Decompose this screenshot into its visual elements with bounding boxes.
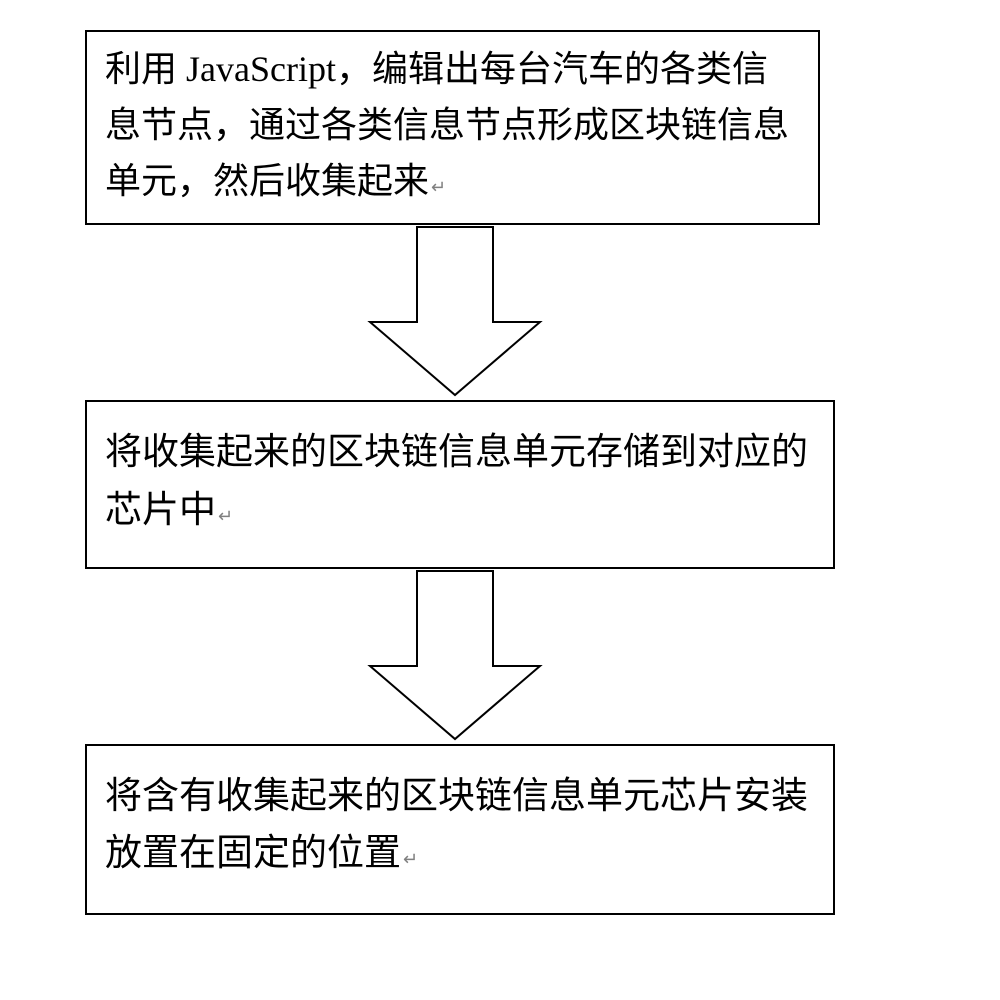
down-arrow-icon <box>365 225 545 400</box>
enter-mark-1: ↵ <box>431 177 446 197</box>
enter-mark-2: ↵ <box>218 506 233 526</box>
step-text-2: 将收集起来的区块链信息单元存储到对应的芯片中 <box>105 432 808 530</box>
flowchart-container: 利用 JavaScript，编辑出每台汽车的各类信息节点，通过各类信息节点形成区… <box>85 30 845 915</box>
step-box-3: 将含有收集起来的区块链信息单元芯片安装放置在固定的位置↵ <box>85 744 835 915</box>
step-box-1: 利用 JavaScript，编辑出每台汽车的各类信息节点，通过各类信息节点形成区… <box>85 30 820 225</box>
down-arrow-icon <box>365 569 545 744</box>
step-text-3: 将含有收集起来的区块链信息单元芯片安装放置在固定的位置 <box>105 776 808 874</box>
arrow-2 <box>75 569 835 744</box>
step-box-2: 将收集起来的区块链信息单元存储到对应的芯片中↵ <box>85 400 835 569</box>
arrow-1 <box>75 225 835 400</box>
step-text-1: 利用 JavaScript，编辑出每台汽车的各类信息节点，通过各类信息节点形成区… <box>105 49 789 201</box>
enter-mark-3: ↵ <box>403 849 418 869</box>
